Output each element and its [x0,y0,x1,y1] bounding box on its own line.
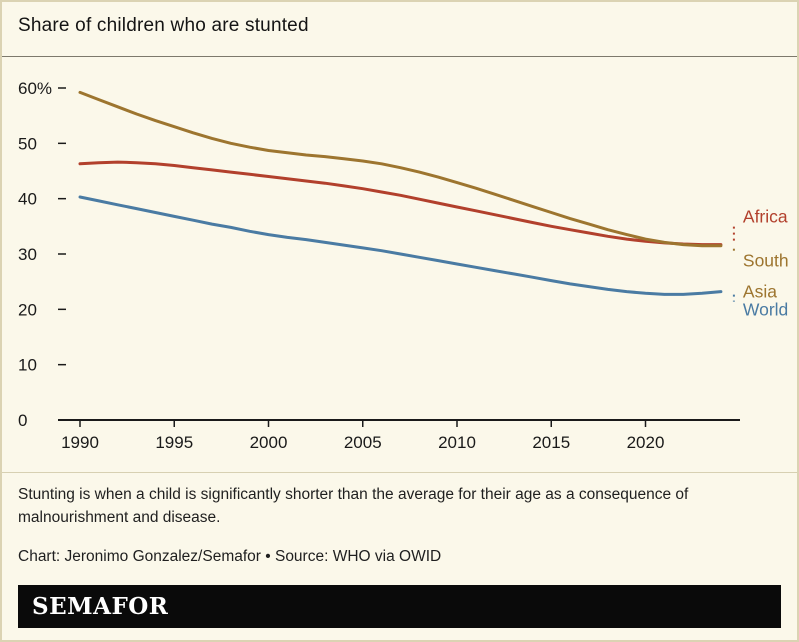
y-axis-tick-label: 30 [18,245,37,264]
x-axis-tick-label: 1990 [61,433,99,452]
series-line-africa [78,160,723,247]
semafor-logo-text: SEMAFOR [32,593,169,620]
x-axis-tick-label: 2015 [532,433,570,452]
page-title: Share of children who are stunted [18,15,309,36]
semafor-logo-bar: SEMAFOR [18,585,781,628]
title-divider [2,56,797,57]
y-axis-tick-label: 60% [18,79,52,98]
series-label-africa: Africa [743,207,788,227]
footer-divider [2,472,797,473]
credit-text: Chart: Jeronimo Gonzalez/Semafor • Sourc… [18,548,442,565]
x-axis-tick-label: 2000 [250,433,288,452]
x-axis-tick-label: 2020 [627,433,665,452]
y-axis-tick-label: 10 [18,356,37,375]
y-axis-tick-label: 0 [18,411,27,430]
y-axis-tick-label: 40 [18,190,37,209]
series-label-south-asia: Asia [743,282,777,302]
series-line-world [78,195,723,296]
x-axis-tick-label: 1995 [155,433,193,452]
series-label-world: World [743,300,788,320]
x-axis-tick-label: 2005 [344,433,382,452]
stunting-line-chart: 60% 50 40 30 20 10 0 1990 1995 2000 2005 2010 2015 20… [2,58,797,472]
y-axis-tick-label: 20 [18,300,37,319]
x-axis-tick-label: 2010 [438,433,476,452]
y-axis-tick-label: 50 [18,134,37,153]
footnote-text: Stunting is when a child is significantl… [18,486,689,527]
series-line-south-asia [78,90,723,248]
series-label-south-asia: South [743,251,789,271]
